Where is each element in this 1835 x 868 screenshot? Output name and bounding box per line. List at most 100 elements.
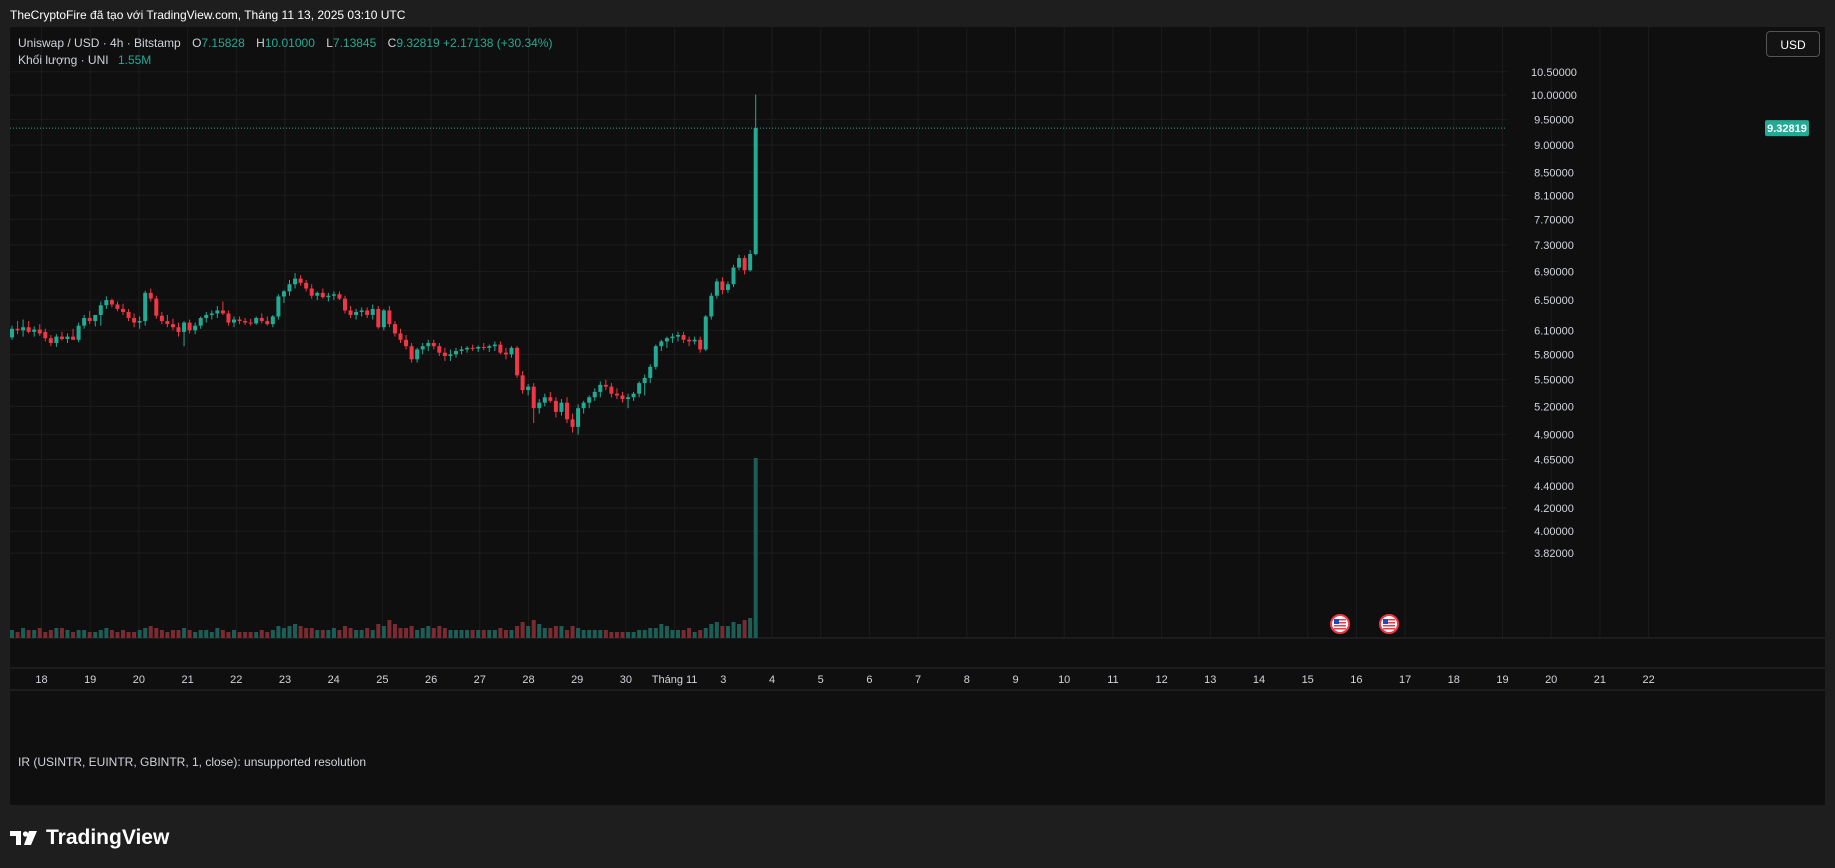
y-tick-label: 6.10000 [1534, 325, 1574, 337]
candle-body [37, 329, 42, 334]
volume-bar [254, 632, 259, 638]
volume-bar [370, 630, 375, 638]
candle-body [48, 338, 53, 343]
volume-bar [542, 628, 547, 638]
candle-body [470, 347, 475, 349]
flag-stripe [1334, 619, 1346, 621]
candle-body [343, 298, 347, 311]
last-price-label: 9.32819 [1767, 123, 1807, 135]
x-tick-label: 21 [1594, 674, 1606, 686]
volume-bar [576, 628, 581, 638]
x-tick-label: 25 [376, 674, 388, 686]
volume-bar [637, 630, 642, 638]
legend-symbol[interactable]: Uniswap / USD · 4h · Bitstamp [18, 36, 181, 50]
candle-body [498, 344, 503, 353]
volume-bar [59, 628, 64, 638]
candle-body [254, 318, 259, 324]
legend-volume-row: Khối lượng · UNI 1.55M [18, 52, 552, 69]
volume-bar [348, 628, 353, 638]
candle-body [259, 318, 264, 322]
volume-bar [326, 630, 331, 638]
volume-bar [226, 632, 231, 638]
y-tick-label: 3.82000 [1534, 548, 1574, 560]
candle-body [753, 128, 758, 255]
event-markers [1330, 614, 1399, 634]
legend-close-label: C [387, 36, 397, 50]
candle-body [687, 339, 692, 342]
volume-bar [376, 624, 381, 638]
volume-bar [670, 630, 675, 638]
volume-bar [248, 632, 253, 638]
candle-body [725, 284, 730, 290]
x-tick-label: 6 [866, 674, 872, 686]
candle-body [676, 335, 680, 337]
candle-body [720, 281, 725, 290]
chart-area[interactable]: 9.32819 10.50000 10.00000 9.50000 9.00000 8.… [10, 27, 1825, 805]
y-tick-label: 4.90000 [1534, 430, 1574, 442]
volume-bar [442, 628, 447, 638]
volume-bar [331, 628, 336, 638]
candle-body [559, 402, 564, 412]
volume-bar [21, 628, 26, 638]
volume-bar [698, 630, 703, 638]
candle-body [121, 308, 125, 312]
y-tick-label: 7.70000 [1534, 214, 1574, 226]
x-tick-label: 10 [1058, 674, 1070, 686]
candle-body [487, 346, 492, 348]
volume-bar [98, 630, 103, 638]
volume-bar [626, 632, 631, 638]
candle-body [187, 322, 192, 331]
legend-volume-label[interactable]: Khối lượng · UNI [18, 53, 109, 67]
candle-body [609, 386, 614, 394]
candle-body [304, 282, 309, 289]
y-tick-label: 9.00000 [1534, 140, 1574, 152]
last-price-label-bg [1765, 120, 1809, 137]
x-tick-label: 14 [1253, 674, 1265, 686]
candle-body [481, 347, 486, 349]
volume-bar [298, 626, 303, 638]
chart-canvas[interactable]: 9.32819 10.50000 10.00000 9.50000 9.00000 8.… [10, 27, 1825, 805]
candle-body [404, 339, 409, 347]
volume-bar [548, 628, 553, 638]
y-tick-label: 6.90000 [1534, 267, 1574, 279]
x-tick-label: 4 [769, 674, 775, 686]
candle-body [698, 339, 703, 350]
volume-bar [503, 630, 508, 638]
volume-bar [614, 632, 619, 638]
candle-body [71, 336, 76, 340]
x-tick-label: 18 [1448, 674, 1460, 686]
x-tick-label: Tháng 11 [652, 674, 698, 686]
candle-body [126, 311, 131, 319]
y-tick-label: 6.50000 [1534, 295, 1574, 307]
tradingview-logo-text: TradingView [46, 826, 170, 849]
volume-bar [392, 624, 397, 638]
volume-bar [343, 626, 347, 638]
volume-bar [565, 630, 569, 638]
volume-bar [631, 632, 636, 638]
candle-body [65, 336, 70, 339]
candle-body [409, 346, 414, 360]
legend-close-value: 9.32819 [396, 36, 440, 50]
candle-body [431, 342, 436, 347]
legend-low-label: L [326, 36, 333, 50]
y-tick-label: 5.80000 [1534, 349, 1574, 361]
candle-body [215, 310, 220, 314]
candle-body [170, 324, 175, 328]
volume-bar [454, 630, 458, 638]
y-tick-label: 10.00000 [1531, 90, 1577, 102]
candle-body [204, 314, 209, 319]
x-tick-label: 16 [1350, 674, 1362, 686]
candle-body [76, 325, 81, 340]
volume-bar [492, 630, 497, 638]
x-tick-label: 23 [279, 674, 291, 686]
tradingview-logo[interactable]: TradingView [10, 826, 169, 850]
candle-body [642, 377, 647, 384]
volume-bar [354, 630, 359, 638]
volume-bar [109, 630, 114, 638]
candle-body [365, 310, 370, 315]
candle-body [198, 318, 203, 326]
currency-button[interactable]: USD [1766, 31, 1820, 57]
us-flag-icon [1330, 614, 1350, 634]
volume-bar [648, 628, 653, 638]
volume-bar [65, 630, 70, 638]
